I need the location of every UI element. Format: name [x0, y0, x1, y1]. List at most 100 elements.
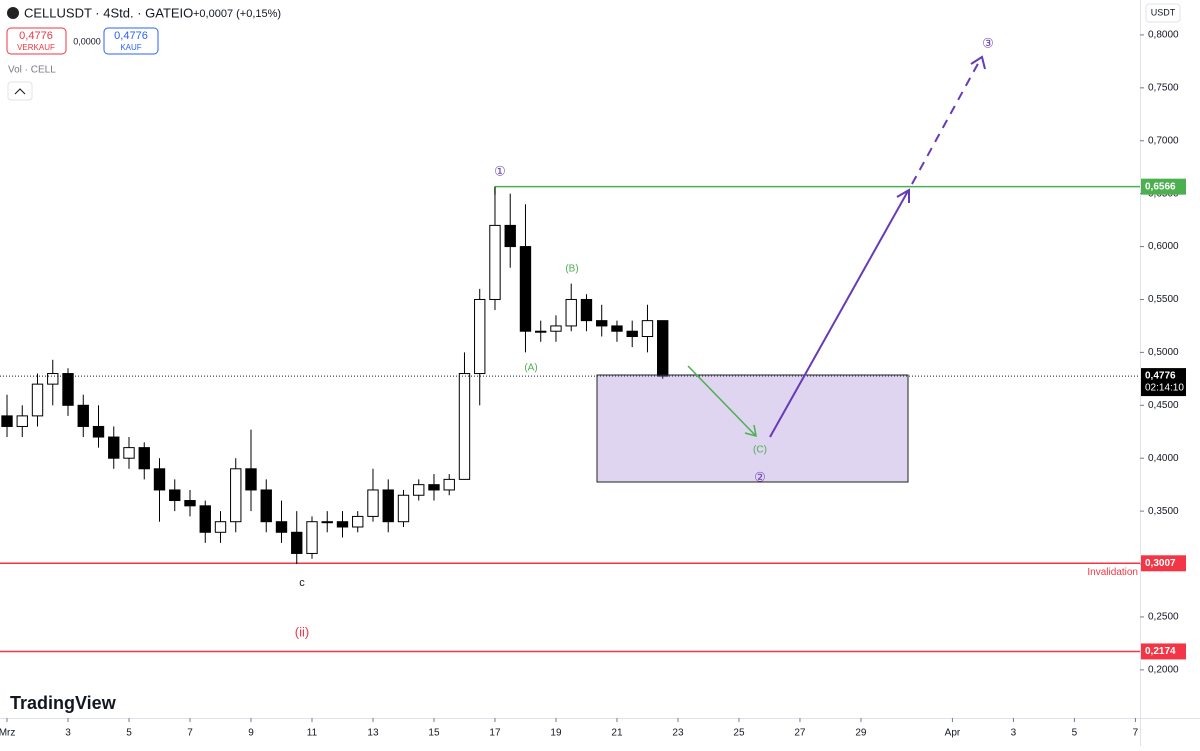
arrow-c — [687, 365, 756, 436]
candle-body — [199, 505, 211, 533]
level-label: 0,6566 — [1145, 181, 1176, 192]
x-tick-label: Mrz — [0, 728, 15, 739]
candle-body — [352, 515, 364, 528]
candle-body — [245, 468, 257, 491]
candle-body — [596, 320, 608, 327]
last-price-label: 0,4776 — [1145, 371, 1176, 382]
level-label: 0,3007 — [1145, 558, 1176, 569]
candle-body — [535, 330, 547, 333]
candle-body — [580, 298, 593, 322]
x-tick-label: 3 — [65, 728, 71, 739]
x-tick-label: 21 — [611, 728, 623, 739]
x-tick-label: 3 — [1011, 728, 1017, 739]
candle-body — [489, 224, 501, 300]
wave-label: (C) — [753, 445, 767, 456]
wave-label: ③ — [982, 35, 994, 50]
candle-body — [428, 484, 440, 491]
x-tick-label: 19 — [550, 728, 562, 739]
level-badge — [1141, 178, 1186, 195]
candle-body — [336, 521, 349, 528]
arrow-head — [970, 55, 986, 70]
wave-label: c — [299, 577, 305, 589]
y-tick-label: 0,7000 — [1148, 135, 1179, 146]
arrow-dashed — [911, 59, 981, 185]
candle-body — [443, 478, 455, 491]
x-tick-label: 25 — [733, 728, 745, 739]
x-tick-label: 13 — [367, 728, 379, 739]
y-tick-label: 0,7500 — [1148, 82, 1179, 93]
candle-body — [31, 383, 44, 417]
candle-body — [16, 415, 28, 427]
x-tick-label: 23 — [672, 728, 684, 739]
candle-body — [108, 436, 120, 459]
sell-price: 0,4776 — [19, 30, 53, 42]
sell-button[interactable] — [6, 27, 67, 55]
y-tick-label: 0,8000 — [1148, 30, 1179, 41]
y-tick-label: 0,5000 — [1148, 347, 1179, 358]
candle-body — [641, 320, 654, 338]
candle-body — [504, 224, 516, 248]
wave-label: (A) — [524, 363, 537, 374]
sell-label: VERKAUF — [17, 43, 55, 52]
candle-body — [367, 489, 379, 517]
plot — [0, 34, 1144, 722]
y-tick-label: 0,5500 — [1148, 294, 1179, 305]
candle-body — [291, 531, 303, 554]
candle-body — [138, 447, 150, 470]
currency-button[interactable] — [1145, 3, 1181, 23]
candle-body — [260, 489, 272, 523]
candle-body — [458, 373, 471, 480]
candle-body — [611, 325, 623, 332]
candle-body — [1, 415, 13, 427]
y-tick-label: 0,6000 — [1148, 241, 1179, 252]
candle-body — [626, 330, 638, 338]
wave-label: ① — [494, 163, 506, 178]
symbol: CELLUSDT · 4Std. · GATEIO — [24, 5, 193, 20]
candle-body — [321, 521, 333, 524]
candle-body — [565, 298, 577, 327]
x-tick-label: 9 — [248, 728, 254, 739]
buy-button[interactable] — [103, 27, 159, 55]
symbol-icon — [7, 7, 19, 19]
volume-label: Vol · CELL — [8, 65, 56, 76]
wave-label: (B) — [565, 264, 578, 275]
candle-body — [382, 489, 394, 523]
buy-price: 0,4776 — [114, 30, 148, 42]
candle-body — [397, 494, 410, 523]
spread: 0,0000 — [73, 36, 101, 46]
candle-body — [47, 373, 59, 385]
x-tick-label: 17 — [489, 728, 501, 739]
x-tick-label: 29 — [855, 728, 867, 739]
arrow-head — [744, 424, 757, 438]
x-tick-label: 15 — [428, 728, 440, 739]
level-label: 0,2174 — [1145, 646, 1176, 657]
collapse-button[interactable] — [7, 81, 33, 101]
candle-body — [214, 521, 227, 533]
y-tick-label: 0,3500 — [1148, 506, 1179, 517]
candle-body — [123, 447, 135, 459]
arrow-head — [896, 188, 910, 203]
level-note: Invalidation — [1087, 567, 1138, 578]
last-price-badge — [1141, 368, 1186, 397]
candle-body — [519, 246, 532, 332]
candle-body — [230, 468, 242, 523]
x-tick-label: 27 — [794, 728, 806, 739]
candle-body — [306, 521, 318, 554]
candle-body — [62, 373, 74, 406]
candle-body — [657, 320, 669, 377]
x-tick-label: Apr — [945, 728, 961, 739]
candle-body — [413, 484, 425, 496]
currency: USDT — [1151, 7, 1176, 17]
candle-body — [77, 404, 89, 427]
wave-label: ② — [754, 469, 766, 484]
x-tick-label: 5 — [1072, 728, 1078, 739]
y-tick-label: 0,4500 — [1148, 400, 1179, 411]
wave-label: (ii) — [295, 624, 309, 639]
target-zone — [596, 374, 909, 483]
level-badge — [1141, 643, 1186, 660]
candle-body — [184, 500, 196, 507]
x-tick-label: 7 — [187, 728, 193, 739]
countdown: 02:14:10 — [1145, 383, 1184, 394]
